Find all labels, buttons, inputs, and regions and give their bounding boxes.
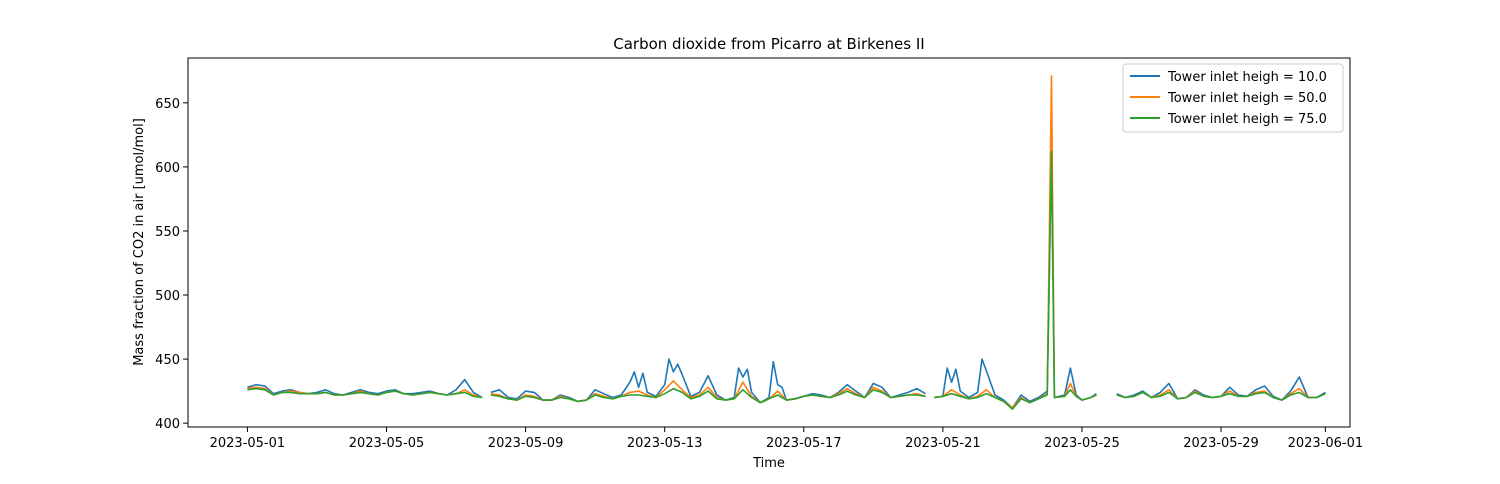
x-axis: 2023-05-01 2023-05-05 2023-05-09 2023-05-13… [210, 427, 1364, 451]
y-tick-label: 500 [155, 289, 180, 304]
legend-box [1122, 63, 1344, 133]
x-tick-label: 2023-05-09 [488, 436, 564, 451]
legend-label-75: Tower inlet heigh = 75.0 [1167, 112, 1327, 127]
y-axis-label: Mass fraction of CO2 in air [umol/mol] [132, 118, 147, 366]
x-tick-label: 2023-05-13 [627, 436, 703, 451]
series-line-75 [247, 150, 1326, 410]
y-tick-label: 650 [155, 97, 180, 112]
legend: Tower inlet heigh = 10.0 Tower inlet hei… [1122, 63, 1344, 133]
plot-series [247, 75, 1326, 410]
x-tick-label: 2023-05-01 [210, 436, 286, 451]
plot-frame [187, 57, 1351, 428]
y-tick-label: 400 [155, 417, 180, 432]
x-axis-label: Time [752, 456, 785, 471]
chart-title: Carbon dioxide from Picarro at Birkenes … [613, 35, 924, 53]
series-line-10 [247, 150, 1326, 409]
x-tick-label: 2023-05-25 [1044, 436, 1120, 451]
x-tick-label: 2023-06-01 [1288, 436, 1364, 451]
x-tick-label: 2023-05-21 [905, 436, 981, 451]
y-tick-label: 600 [155, 161, 180, 176]
legend-label-10: Tower inlet heigh = 10.0 [1167, 70, 1327, 85]
legend-label-50: Tower inlet heigh = 50.0 [1167, 91, 1327, 106]
x-tick-label: 2023-05-29 [1183, 436, 1259, 451]
x-tick-label: 2023-05-17 [766, 436, 842, 451]
y-tick-label: 450 [155, 353, 180, 368]
y-tick-label: 550 [155, 225, 180, 240]
x-tick-label: 2023-05-05 [349, 436, 425, 451]
y-axis: 400 450 500 550 600 650 [155, 97, 188, 432]
